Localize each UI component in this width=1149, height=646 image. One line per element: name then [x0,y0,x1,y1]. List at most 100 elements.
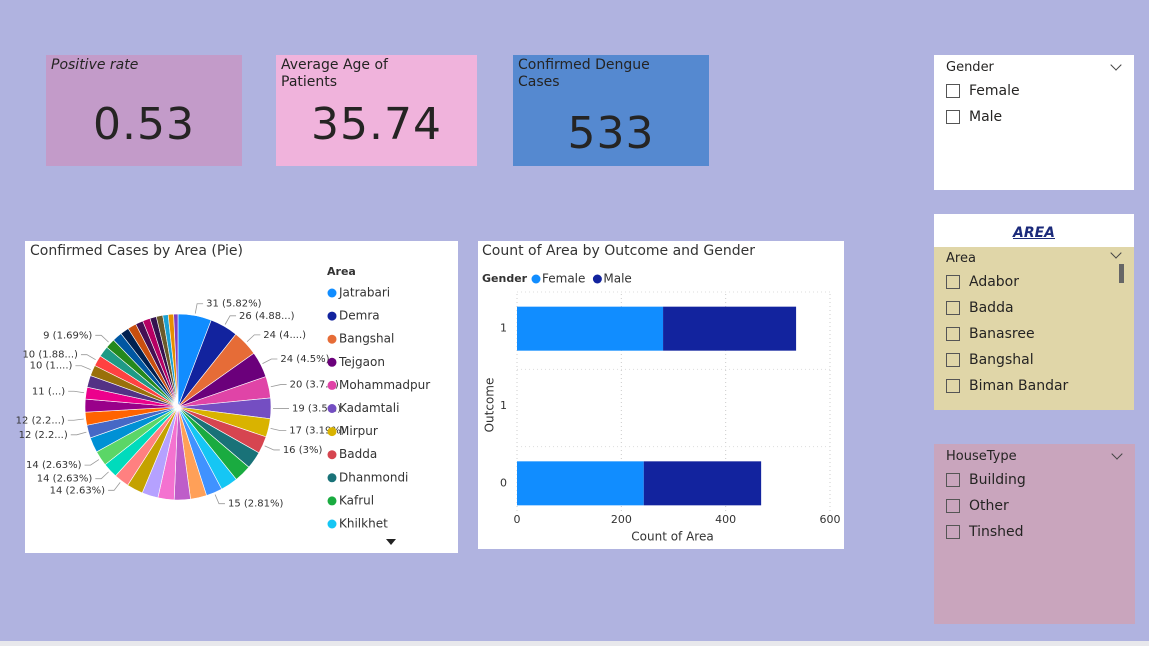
pie-slice [173,313,179,408]
legend-label: Kafrul [339,493,374,507]
legend-label: Male [603,272,631,286]
checkbox[interactable] [946,379,960,393]
leader-line [194,303,204,314]
slicer-item-label[interactable]: Female [969,83,1020,99]
slicer-item[interactable]: Other [946,493,1123,519]
data-label: 15 (2.81%) [228,499,284,510]
x-tick-label: 600 [820,513,841,526]
bar-segment [517,461,644,506]
slicer-item-label[interactable]: Male [969,109,1003,125]
data-label: 12 (2.2...) [16,415,65,426]
checkbox[interactable] [946,84,960,98]
leader-line [68,390,85,394]
legend-label: Bangshal [339,332,394,346]
leader-line [70,431,87,436]
y-tick-label: 0 [500,476,507,489]
slicer-item-label[interactable]: Banasree [969,326,1035,342]
data-label: 14 (2.63%) [26,460,82,471]
slicer-item[interactable]: Building [946,467,1123,493]
slicer-item-label[interactable]: Other [969,498,1009,514]
chart-title: Confirmed Cases by Area (Pie) [30,243,243,259]
slicer-title: HouseType [946,449,1017,464]
card-title: Positive rate [51,57,139,73]
data-label: 11 (...) [32,386,65,397]
y-tick-label: 1 [500,399,507,412]
x-tick-label: 400 [715,513,736,526]
slicer-item-label[interactable]: Adabor [969,274,1020,290]
slicer-item-label[interactable]: Building [969,472,1026,488]
legend-scroll-arrow[interactable] [386,539,396,545]
slicer-title: Area [946,251,976,266]
leader-line [95,334,109,343]
slicer-list: Building Other Tinshed [946,467,1123,545]
legend-label: Demra [339,309,380,323]
data-label: 16 (3%) [283,445,323,456]
data-label: 19 (3.5...) [292,404,341,415]
slicer: HouseType Building Other Tinshed [934,444,1135,624]
data-label: 10 (1....) [30,361,73,372]
slicer-item-label[interactable]: Badda [969,300,1014,316]
checkbox[interactable] [946,327,960,341]
data-label: 14 (2.63%) [50,485,106,496]
slicer-list: Adabor Badda Banasree Bangshal Biman Bandar [946,269,1122,399]
slicer-item-label[interactable]: Biman Bandar [969,378,1069,394]
checkbox[interactable] [946,473,960,487]
legend-label: Mirpur [339,424,378,438]
scrollbar [1119,264,1124,283]
bar-segment [663,306,797,351]
x-tick-label: 0 [514,513,521,526]
checkbox[interactable] [946,110,960,124]
data-label: 26 (4.88...) [239,311,295,322]
legend-title: Area [327,265,356,278]
legend-swatch [327,450,337,460]
legend-swatch [327,380,337,390]
card-value: 0.53 [93,99,195,150]
slicer: AREA Area Adabor Badda Banasree Bangshal Biman… [934,214,1134,410]
leader-line [264,445,280,451]
bar-segment [517,306,664,351]
data-label: 20 (3.7...) [290,380,339,391]
data-label: 24 (4.5%) [280,354,329,365]
checkbox[interactable] [946,499,960,513]
kpi-card: Confirmed Dengue Cases 533 [513,55,709,166]
legend-label: Jatrabari [338,286,390,300]
bar-segment [643,461,762,506]
slicer-title: Gender [946,60,994,75]
card-title: Average Age of Patients [281,57,388,90]
legend-swatch [327,404,337,413]
legend-label: Khilkhet [339,517,388,531]
legend-swatch [592,274,602,284]
slicer-item-label[interactable]: Tinshed [969,524,1024,540]
slicer-item[interactable]: Biman Bandar [946,373,1122,399]
checkbox[interactable] [946,525,960,539]
slicer-item[interactable]: Bangshal [946,347,1122,373]
slicer-item[interactable]: Badda [946,295,1122,321]
x-axis-label: Count of Area [631,530,713,544]
kpi-card: Average Age of Patients 35.74 [276,55,477,166]
x-tick-label: 200 [611,513,632,526]
slicer-item[interactable]: Female [946,78,1122,104]
card-value: 35.74 [311,99,442,150]
checkbox[interactable] [946,275,960,289]
leader-line [67,418,84,421]
card-value: 533 [567,108,655,159]
slicer-item[interactable]: Adabor [946,269,1122,295]
legend-swatch [327,311,337,321]
slicer-heading: AREA [934,214,1134,247]
checkbox[interactable] [946,301,960,315]
slicer-item[interactable]: Tinshed [946,519,1123,545]
slicer: Gender Female Male [934,55,1134,190]
checkbox[interactable] [946,353,960,367]
slicer-item[interactable]: Male [946,104,1122,130]
slicer-item[interactable]: Banasree [946,321,1122,347]
legend-label: Kadamtali [339,401,399,415]
legend-swatch [327,496,337,506]
legend-label: Tejgaon [338,355,385,369]
legend-swatch [531,274,541,284]
data-label: 9 (1.69%) [43,330,92,341]
leader-line [108,482,121,491]
legend-swatch [327,519,337,529]
slicer-item-label[interactable]: Bangshal [969,352,1034,368]
